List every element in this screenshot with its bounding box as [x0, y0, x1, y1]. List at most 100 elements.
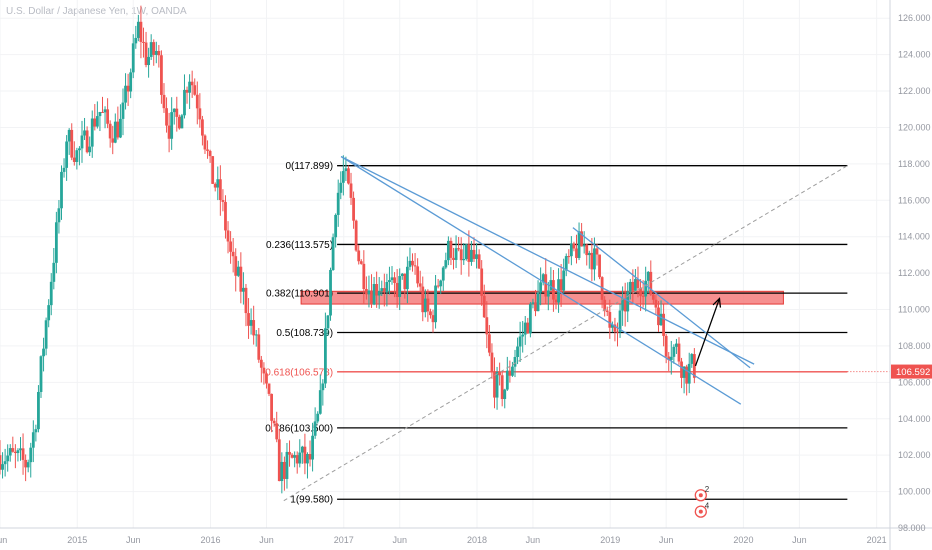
candle-body — [434, 285, 437, 323]
fibonacci-retracement[interactable]: 0(117.899) 0.236(113.575) 0.382(110.901) 0.… — [265, 161, 848, 506]
candle-body — [188, 81, 192, 93]
candle-body — [644, 280, 648, 297]
candle-body — [462, 258, 466, 261]
candle-body — [293, 455, 297, 458]
candle-body — [11, 448, 15, 452]
x-tick-label: 2020 — [733, 535, 753, 545]
candle-body — [631, 281, 635, 291]
fib-level-label: 1(99.580) — [290, 495, 333, 506]
candle-body — [270, 393, 273, 421]
candle-body — [508, 370, 512, 376]
candle-body — [605, 310, 609, 313]
candle-body — [60, 171, 63, 209]
candle-body — [382, 288, 386, 293]
candle-body — [252, 320, 256, 336]
candle-body — [0, 455, 2, 470]
fib-level-label: 0.236(113.575) — [266, 240, 333, 251]
event-marker-dot — [698, 493, 703, 498]
candle-body — [634, 279, 637, 291]
projection-arrow-line — [694, 298, 721, 367]
candle-body — [511, 366, 514, 376]
candle-body — [180, 115, 184, 129]
candle-body — [523, 322, 527, 335]
candle-body — [680, 361, 683, 378]
price-tag-box — [891, 364, 932, 379]
fib-level-label: 0.786(103.500) — [265, 423, 333, 434]
candle-body — [262, 367, 266, 374]
candle-body — [323, 328, 327, 384]
candle-body — [44, 320, 48, 349]
candle-body — [29, 447, 33, 463]
candle-body — [687, 363, 691, 384]
candle-body — [649, 271, 653, 295]
candle-body — [160, 55, 163, 95]
candle-body — [482, 295, 486, 318]
candle-body — [37, 391, 40, 430]
candle-body — [475, 254, 478, 259]
price-tag-label: 106.592 — [896, 367, 930, 378]
candle-body — [439, 280, 443, 287]
candle-body — [136, 21, 140, 38]
candle-body — [467, 244, 471, 262]
y-tick-label: 100.000 — [898, 487, 931, 497]
candle-body — [85, 130, 89, 153]
x-tick-label: 2015 — [67, 535, 87, 545]
candle-body — [485, 317, 489, 335]
candle-body — [685, 366, 689, 384]
candle-body — [103, 109, 107, 113]
y-tick-label: 114.000 — [898, 232, 930, 242]
channel-line — [340, 156, 742, 405]
x-tick-label: 2021 — [867, 535, 887, 545]
candle-body — [690, 354, 694, 364]
candle-body — [31, 432, 35, 448]
candle-body — [692, 354, 696, 378]
candle-body — [57, 208, 61, 223]
event-markers[interactable]: 24 — [694, 485, 710, 518]
trend-drawings[interactable] — [283, 155, 890, 502]
candle-body — [175, 108, 179, 117]
candle-body — [298, 452, 302, 464]
candle-body — [341, 171, 345, 183]
candle-body — [500, 375, 504, 400]
candle-body — [144, 42, 148, 66]
candle-body — [154, 50, 158, 55]
y-tick-label: 108.000 — [898, 341, 931, 351]
candle-body — [288, 451, 291, 455]
candle-body — [536, 292, 540, 312]
candle-body — [326, 315, 330, 329]
candle-body — [224, 201, 227, 231]
candle-body — [549, 280, 553, 291]
candle-body — [285, 451, 289, 479]
candle-body — [16, 450, 20, 454]
y-tick-label: 112.000 — [898, 268, 930, 278]
candle-body — [147, 56, 151, 66]
chart-title: U.S. Dollar / Japanese Yen, 1W, OANDA — [6, 6, 187, 17]
candle-body — [295, 455, 299, 464]
candle-body — [190, 81, 194, 86]
candle-body — [618, 310, 622, 333]
x-tick-label: Jun — [126, 535, 141, 545]
candle-body — [234, 256, 238, 276]
candle-body — [19, 448, 22, 451]
candle-body — [413, 265, 417, 267]
candle-body — [24, 459, 28, 468]
candle-body — [67, 129, 71, 142]
candle-body — [480, 268, 484, 296]
candle-body — [580, 231, 584, 247]
fib-level-label: 0.382(110.901) — [266, 289, 333, 300]
candle-body — [675, 343, 678, 347]
candle-body — [311, 435, 314, 460]
dashed-trendline — [283, 165, 848, 502]
candle-body — [336, 192, 340, 215]
candle-body — [370, 290, 373, 305]
candle-body — [498, 371, 502, 376]
projection-arrow-head — [712, 297, 722, 308]
candle-body — [3, 461, 7, 465]
candle-body — [682, 366, 686, 378]
candle-body — [449, 240, 453, 258]
candle-body — [546, 290, 550, 297]
x-tick-label: 2018 — [467, 535, 487, 545]
candle-body — [83, 130, 86, 136]
candle-body — [416, 266, 420, 284]
